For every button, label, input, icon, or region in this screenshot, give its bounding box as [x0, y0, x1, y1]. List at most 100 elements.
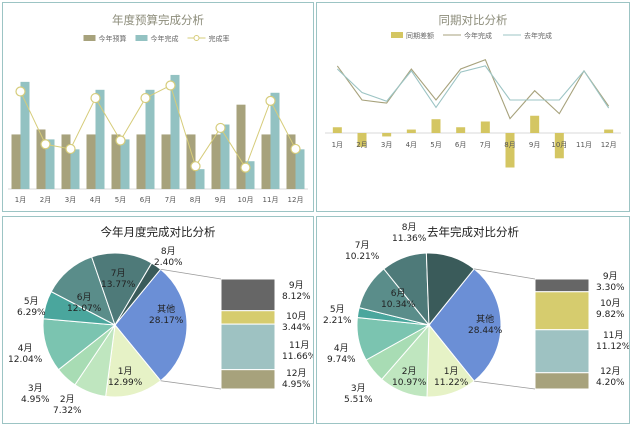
- budget-bar: [286, 134, 296, 189]
- this-year-pie-svg: [42, 252, 276, 398]
- this-year-slice: [114, 262, 162, 326]
- x-tick-label: 2月: [40, 196, 51, 204]
- x-tick-label: 10月: [551, 141, 567, 149]
- last-year-breakdown-label-category: 9月: [602, 272, 618, 282]
- this-year-breakdown-label-category: 11月: [288, 341, 310, 351]
- rate-marker: [40, 139, 51, 150]
- x-tick-label: 6月: [455, 141, 466, 149]
- last-year-slice-label: 1月 11.22%: [434, 367, 468, 389]
- last-year-pie-panel: 去年完成对比分析 其他 28.44% 1月 11.22% 2月 10.97% 3月 5.51%…: [316, 216, 630, 424]
- x-tick-label: 12月: [601, 141, 617, 149]
- legend-label: 去年完成: [524, 31, 552, 40]
- this-year-breakdown-bar: [220, 278, 276, 312]
- legend-label: 同期差额: [406, 31, 434, 40]
- this-year-slice-label-category: 其他: [157, 305, 176, 315]
- this-year-slice-label: 1月 12.99%: [108, 367, 142, 389]
- x-tick-label: 9月: [529, 141, 540, 149]
- x-tick-label: 5月: [115, 196, 126, 204]
- this-year-slice-label-category: 2月: [59, 395, 75, 405]
- last-year-pie-title: 去年完成对比分析: [427, 225, 519, 239]
- budget-bar: [211, 134, 221, 189]
- this-year-breakdown-label-percent: 4.95%: [282, 380, 311, 390]
- diff-bar: [530, 115, 540, 133]
- this-year-breakdown-label: 9月 8.12%: [282, 281, 311, 303]
- budget-bar: [261, 134, 271, 189]
- rate-marker: [265, 95, 276, 106]
- this-year-breakdown-bar: [220, 369, 276, 390]
- legend-label: 今年预算: [99, 34, 127, 43]
- last-year-slice-label: 4月 9.74%: [327, 344, 356, 366]
- last-year-breakdown-label-percent: 3.30%: [596, 283, 625, 293]
- completed-bar: [295, 149, 305, 189]
- diff-bar: [406, 129, 416, 133]
- diff-bar: [332, 127, 342, 133]
- budget-bar: [111, 134, 121, 189]
- x-tick-label: 2月: [356, 141, 367, 149]
- last-year-breakdown-label-percent: 11.12%: [596, 342, 630, 352]
- last-year-breakdown-label: 12月 4.20%: [596, 367, 625, 389]
- this-year-breakdown-label: 10月 3.44%: [282, 312, 311, 334]
- last-year-slice-label-category: 5月: [329, 305, 345, 315]
- last-year-breakdown-label-category: 12月: [600, 367, 621, 377]
- connector-line: [160, 268, 222, 280]
- legend-label: 今年完成: [151, 34, 179, 43]
- completed-bar: [270, 92, 280, 189]
- rate-marker: [115, 135, 126, 146]
- rate-marker: [15, 86, 26, 97]
- x-tick-label: 4月: [406, 141, 417, 149]
- x-tick-label: 9月: [215, 196, 226, 204]
- budget-chart-svg: 今年预算 今年完成 完成率 1月 2月 3月 4月 5月 6月 7月 8月 9月 10月 11月 12月: [8, 34, 308, 204]
- completed-bar: [245, 161, 255, 189]
- last-year-slice-label-category: 1月: [443, 367, 459, 377]
- diff-bar: [604, 129, 614, 133]
- legend-marker: [193, 35, 200, 41]
- last-year-slice-label-percent: 28.44%: [468, 326, 503, 336]
- budget-completion-chart-panel: 年度预算完成分析 今年预算 今年完成 完成率 1月 2月 3月 4月 5月 6月 7月 8月 9月 10…: [2, 2, 314, 212]
- this-year-slice-label: 8月 2.40%: [154, 247, 183, 269]
- rate-marker: [215, 122, 226, 134]
- this-year-slice-label: 2月 7.32%: [53, 395, 82, 417]
- last-year-breakdown-bar: [534, 372, 590, 390]
- x-tick-label: 8月: [190, 196, 201, 204]
- last-year-slice-label: 2月 10.97%: [392, 367, 426, 389]
- this-year-pie-panel: 今年月度完成对比分析 其他 28.17% 1月 12.99% 2月 7.32% 3月 4.95…: [2, 216, 314, 424]
- completed-bar: [170, 74, 180, 189]
- x-tick-label: 1月: [15, 196, 26, 204]
- rate-marker: [165, 80, 176, 91]
- this-year-slice-label-percent: 12.99%: [108, 378, 143, 388]
- this-year-breakdown-label-category: 9月: [288, 281, 304, 291]
- last-year-slice-label-percent: 10.97%: [392, 378, 427, 388]
- legend-swatch: [135, 35, 148, 41]
- this-year-slice-label-percent: 28.17%: [149, 316, 184, 326]
- last-year-slice-label-percent: 10.34%: [381, 300, 416, 310]
- budget-bar: [61, 134, 71, 189]
- completed-bar: [20, 81, 30, 189]
- legend-swatch: [391, 32, 403, 38]
- x-tick-label: 11月: [576, 141, 592, 149]
- diff-bar: [554, 133, 564, 159]
- x-tick-label: 10月: [238, 196, 254, 204]
- x-tick-label: 12月: [288, 196, 304, 204]
- connector-line: [160, 380, 222, 390]
- this-year-slice-label: 7月 13.77%: [101, 269, 135, 291]
- this-year-slice-label-category: 1月: [117, 367, 133, 377]
- rate-marker: [240, 162, 251, 173]
- this-year-slice-label-percent: 12.04%: [8, 355, 43, 365]
- this-year-breakdown-label-category: 10月: [286, 312, 307, 322]
- x-tick-label: 5月: [430, 141, 441, 149]
- this-year-breakdown-label-percent: 8.12%: [282, 292, 311, 302]
- this-year-slice-label: 4月 12.04%: [8, 344, 42, 366]
- this-year-slice-label-category: 7月: [110, 269, 126, 279]
- budget-bar: [161, 134, 171, 189]
- budget-bar: [136, 134, 146, 189]
- this-year-pie-title: 今年月度完成对比分析: [100, 225, 216, 239]
- last-year-breakdown-label-percent: 9.82%: [596, 310, 625, 320]
- this-year-slice-label-category: 8月: [160, 247, 176, 257]
- yoy-chart-svg: 同期差额 今年完成 去年完成 1月 2月 3月 4月 5月 6月 7月 8月 9月 10月 11月 12月: [325, 31, 621, 168]
- rate-marker: [90, 92, 101, 104]
- this-year-slice-label: 3月 4.95%: [21, 384, 50, 406]
- this-year-breakdown-label-percent: 3.44%: [282, 323, 311, 333]
- last-year-slice-label-category: 8月: [401, 223, 417, 233]
- this-year-slice-label-category: 6月: [76, 293, 92, 303]
